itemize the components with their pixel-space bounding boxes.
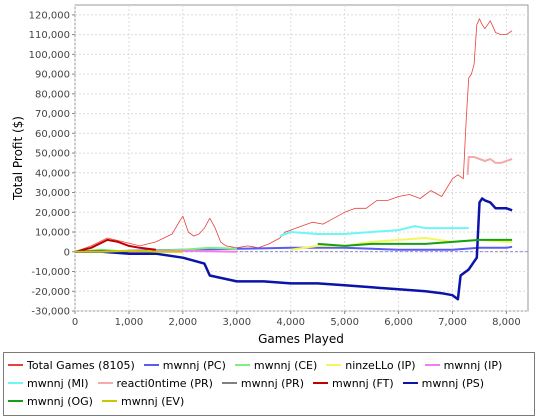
legend-label: mwnnj (PC): [162, 358, 226, 372]
legend-item-reacti0ntime-pr: reacti0ntime (PR): [97, 374, 213, 392]
x-axis-title: Games Played: [258, 332, 344, 346]
y-tick-label: 20,000: [35, 208, 70, 219]
y-axis-title: Total Profit ($): [11, 116, 25, 201]
legend-label: mwnnj (CE): [253, 358, 318, 372]
legend-item-mwnnj-ip: mwnnj (IP): [424, 356, 503, 374]
legend-label: mwnnj (FT): [332, 376, 394, 390]
y-tick-label: 10,000: [35, 228, 70, 239]
legend-item-mwnnj-ev: mwnnj (EV): [101, 392, 185, 410]
y-tick-label: 0: [64, 247, 70, 258]
legend-label: mwnnj (MI): [27, 376, 89, 390]
y-tick-label: 80,000: [35, 89, 70, 100]
legend-item-mwnnj-og: mwnnj (OG): [8, 392, 93, 410]
legend-swatch: [8, 400, 23, 402]
x-tick-label: 1,000: [115, 317, 144, 328]
legend-swatch: [8, 364, 23, 366]
legend-swatch: [101, 400, 117, 402]
y-tick-label: 50,000: [35, 149, 70, 160]
legend-item-mwnnj-ce: mwnnj (CE): [234, 356, 318, 374]
x-tick-label: 2,000: [169, 317, 198, 328]
legend: Total Games (8105) mwnnj (PC) mwnnj (CE) ni…: [3, 352, 535, 416]
x-tick-label: 5,000: [330, 317, 359, 328]
y-tick-label: 70,000: [35, 109, 70, 120]
y-tick-label: -20,000: [31, 287, 70, 298]
y-tick-label: 120,000: [29, 10, 70, 21]
legend-label: mwnnj (PS): [421, 376, 485, 390]
legend-swatch: [8, 382, 23, 384]
legend-item-mwnnj-ft: mwnnj (FT): [313, 374, 394, 392]
y-tick-label: -30,000: [31, 307, 70, 318]
legend-item-mwnnj-pc: mwnnj (PC): [143, 356, 226, 374]
series-line-mwnnj-ps: [75, 197, 513, 301]
series-line-mwnnj-og: [317, 238, 513, 247]
series-line-mwnnj-ft: [74, 238, 157, 253]
legend-swatch: [313, 382, 328, 384]
legend-swatch: [424, 364, 440, 366]
legend-swatch: [221, 382, 237, 384]
y-tick-label: -10,000: [31, 267, 70, 278]
series-line-mwnnj-ev: [75, 249, 183, 253]
legend-item-mwnnj-pr: mwnnj (PR): [221, 374, 304, 392]
x-tick-label: 7,000: [438, 317, 467, 328]
legend-item-mwnnj-ps: mwnnj (PS): [402, 374, 485, 392]
legend-label: reacti0ntime (PR): [116, 376, 213, 390]
legend-label: mwnnj (OG): [27, 394, 93, 408]
y-tick-label: 60,000: [35, 129, 70, 140]
x-tick-label: 3,000: [222, 317, 251, 328]
legend-label: mwnnj (PR): [240, 376, 304, 390]
legend-item-mwnnj-mi: mwnnj (MI): [8, 374, 89, 392]
x-tick-label: 4,000: [276, 317, 305, 328]
legend-label: Total Games (8105): [27, 358, 135, 372]
y-axis: -30,000 -20,000 -10,000 0 10,000 20,000 30,000…: [29, 10, 75, 318]
legend-swatch: [234, 364, 250, 366]
legend-swatch: [143, 364, 159, 366]
legend-item-ninzello-ip: ninzeLLo (IP): [326, 356, 416, 374]
y-tick-label: 100,000: [29, 50, 70, 61]
series-line-total-games-8105: [74, 18, 513, 253]
plot-background: [74, 4, 529, 312]
series-line-reacti0ntime-pr: [466, 156, 513, 175]
legend-label: mwnnj (EV): [120, 394, 185, 408]
series-layer: [74, 18, 513, 301]
legend-item-total-games-8105: Total Games (8105): [8, 356, 135, 374]
legend-label: ninzeLLo (IP): [345, 358, 416, 372]
legend-label: mwnnj (IP): [443, 358, 503, 372]
x-tick-label: 6,000: [384, 317, 413, 328]
series-line-mwnnj-mi: [279, 225, 469, 237]
x-tick-label: 0: [72, 317, 78, 328]
legend-swatch: [326, 364, 342, 366]
legend-swatch: [402, 382, 418, 384]
x-axis: 0 1,000 2,000 3,000 4,000 5,000 6,000 7,000 8,00…: [72, 311, 521, 328]
y-tick-label: 110,000: [29, 30, 70, 41]
y-tick-label: 30,000: [35, 188, 70, 199]
x-tick-label: 8,000: [492, 317, 521, 328]
y-tick-label: 40,000: [35, 168, 70, 179]
y-tick-label: 90,000: [35, 70, 70, 81]
legend-swatch: [97, 382, 113, 384]
chart: 0 1,000 2,000 3,000 4,000 5,000 6,000 7,000 8,00…: [11, 4, 529, 346]
